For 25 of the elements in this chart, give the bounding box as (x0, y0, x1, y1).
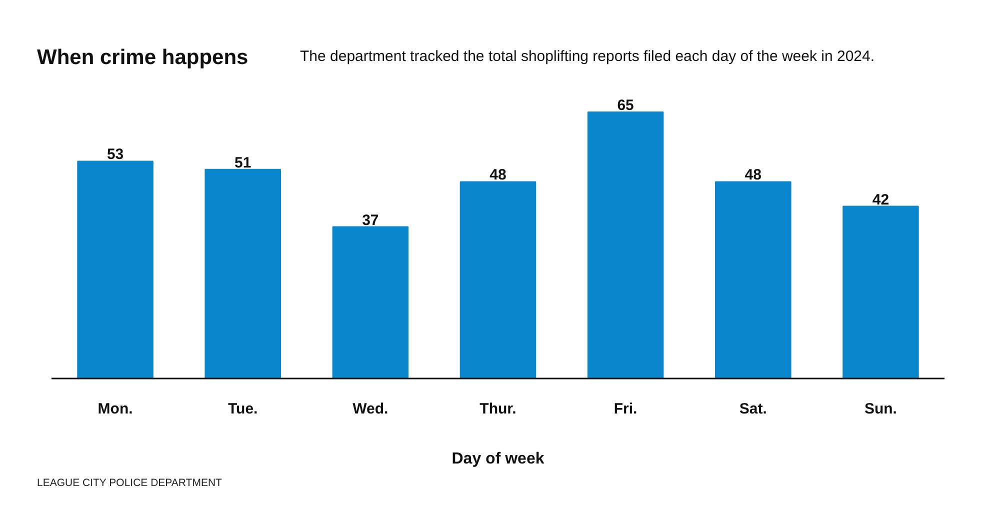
x-axis-title: Day of week (452, 450, 544, 468)
bar (77, 160, 154, 378)
bar (715, 181, 792, 378)
text: LEAGUE CITY POLICE DEPARTMENT (37, 476, 222, 490)
x-tick-label: Tue. (228, 400, 258, 418)
x-tick-label: Sat. (739, 400, 767, 418)
bar (332, 226, 409, 378)
x-tick-label: Mon. (98, 400, 133, 418)
data-label: 65 (617, 97, 634, 114)
bar (842, 206, 919, 378)
data-label: 37 (362, 212, 379, 229)
x-tick-label: Wed. (352, 400, 388, 418)
chart-title: When crime happens (37, 46, 248, 70)
data-label: 42 (872, 191, 890, 208)
data-label: 51 (234, 154, 252, 172)
bar (204, 168, 281, 378)
bar (460, 181, 536, 378)
bar (587, 112, 664, 378)
data-label: 53 (106, 146, 124, 164)
data-label: 48 (490, 166, 506, 184)
x-tick-label: Sun. (864, 400, 897, 418)
x-tick-label: Thur. (480, 400, 516, 418)
data-label: 48 (744, 166, 762, 184)
chart-subtitle: The department tracked the total shoplifting reports filed each day of the week in 2024. (300, 48, 875, 66)
x-tick-label: Fri. (614, 400, 638, 418)
